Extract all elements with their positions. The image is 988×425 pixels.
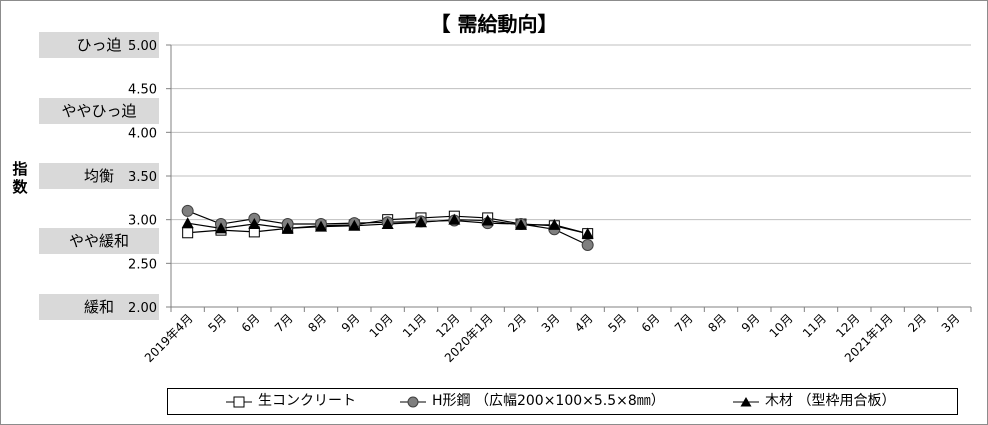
x-tick-label: 10月 bbox=[767, 311, 796, 340]
category-label-slightly-tight: ややひっ迫 bbox=[39, 98, 159, 124]
y-tick-label: 4.00 bbox=[128, 126, 157, 141]
data-point-h-beam bbox=[181, 204, 194, 217]
x-tick-label: 11月 bbox=[400, 311, 429, 340]
x-tick-label: 12月 bbox=[433, 311, 462, 340]
x-tick-label: 3月 bbox=[939, 311, 963, 335]
x-tick-label: 6月 bbox=[239, 311, 263, 335]
x-tick-label: 2019年4月 bbox=[142, 311, 196, 365]
chart-legend: 生コンクリート H形鋼 （広幅200×100×5.5×8㎜） 木材 （型枠用合板… bbox=[167, 388, 958, 415]
data-point-timber bbox=[248, 218, 261, 230]
category-label-balanced: 均衡 bbox=[39, 163, 159, 189]
data-point-timber bbox=[348, 219, 361, 231]
x-tick-label: 9月 bbox=[339, 311, 363, 335]
data-point-timber bbox=[515, 218, 527, 230]
data-point-h-beam bbox=[581, 238, 594, 251]
x-tick-label: 2月 bbox=[905, 311, 929, 335]
data-point-timber bbox=[281, 222, 294, 234]
data-point-concrete bbox=[182, 227, 194, 239]
y-tick-label: 4.50 bbox=[128, 83, 157, 98]
y-tick-label: 2.50 bbox=[128, 257, 157, 272]
y-tick-label: 2.00 bbox=[128, 301, 157, 316]
data-point-timber bbox=[215, 222, 227, 234]
x-tick-label: 6月 bbox=[639, 311, 663, 335]
x-tick-label: 2月 bbox=[505, 311, 529, 335]
x-tick-label: 7月 bbox=[672, 311, 696, 335]
data-point-timber bbox=[581, 227, 594, 239]
x-tick-label: 3月 bbox=[539, 311, 563, 335]
data-point-timber bbox=[481, 214, 494, 226]
legend-marker-triangle-icon bbox=[733, 397, 759, 407]
x-tick-label: 8月 bbox=[705, 311, 729, 335]
y-tick-label: 3.50 bbox=[128, 170, 157, 185]
x-tick-label: 4月 bbox=[572, 311, 596, 335]
legend-marker-square-icon bbox=[226, 396, 252, 408]
data-point-timber bbox=[448, 213, 461, 225]
data-point-timber bbox=[548, 218, 561, 230]
chart-title: 【 需給動向】 bbox=[430, 12, 558, 36]
x-tick-label: 11月 bbox=[800, 311, 829, 340]
x-tick-label: 7月 bbox=[272, 311, 296, 335]
legend-marker-circle-icon bbox=[400, 396, 426, 408]
x-tick-label: 8月 bbox=[305, 311, 329, 335]
legend-label: H形鋼 （広幅200×100×5.5×8㎜） bbox=[432, 393, 665, 409]
x-tick-label: 5月 bbox=[205, 311, 229, 335]
x-tick-label: 9月 bbox=[739, 311, 763, 335]
legend-label: 木材 （型枠用合板） bbox=[765, 393, 896, 409]
data-point-timber bbox=[415, 216, 427, 228]
category-label-slightly-loose: やや緩和 bbox=[39, 228, 159, 254]
category-label-tight: ひっ迫 bbox=[39, 32, 159, 58]
category-label-loose: 緩和 bbox=[39, 294, 159, 320]
x-tick-label: 5月 bbox=[605, 311, 629, 335]
y-tick-label: 3.00 bbox=[128, 214, 157, 229]
data-point-timber bbox=[181, 217, 194, 229]
legend-label: 生コンクリート bbox=[258, 393, 356, 409]
y-tick-label: 5.00 bbox=[128, 39, 157, 54]
data-point-timber bbox=[315, 220, 327, 232]
data-point-timber bbox=[381, 218, 394, 230]
x-tick-label: 10月 bbox=[367, 311, 396, 340]
x-tick-label: 12月 bbox=[833, 311, 862, 340]
y-axis-title: 指数 bbox=[12, 160, 28, 196]
